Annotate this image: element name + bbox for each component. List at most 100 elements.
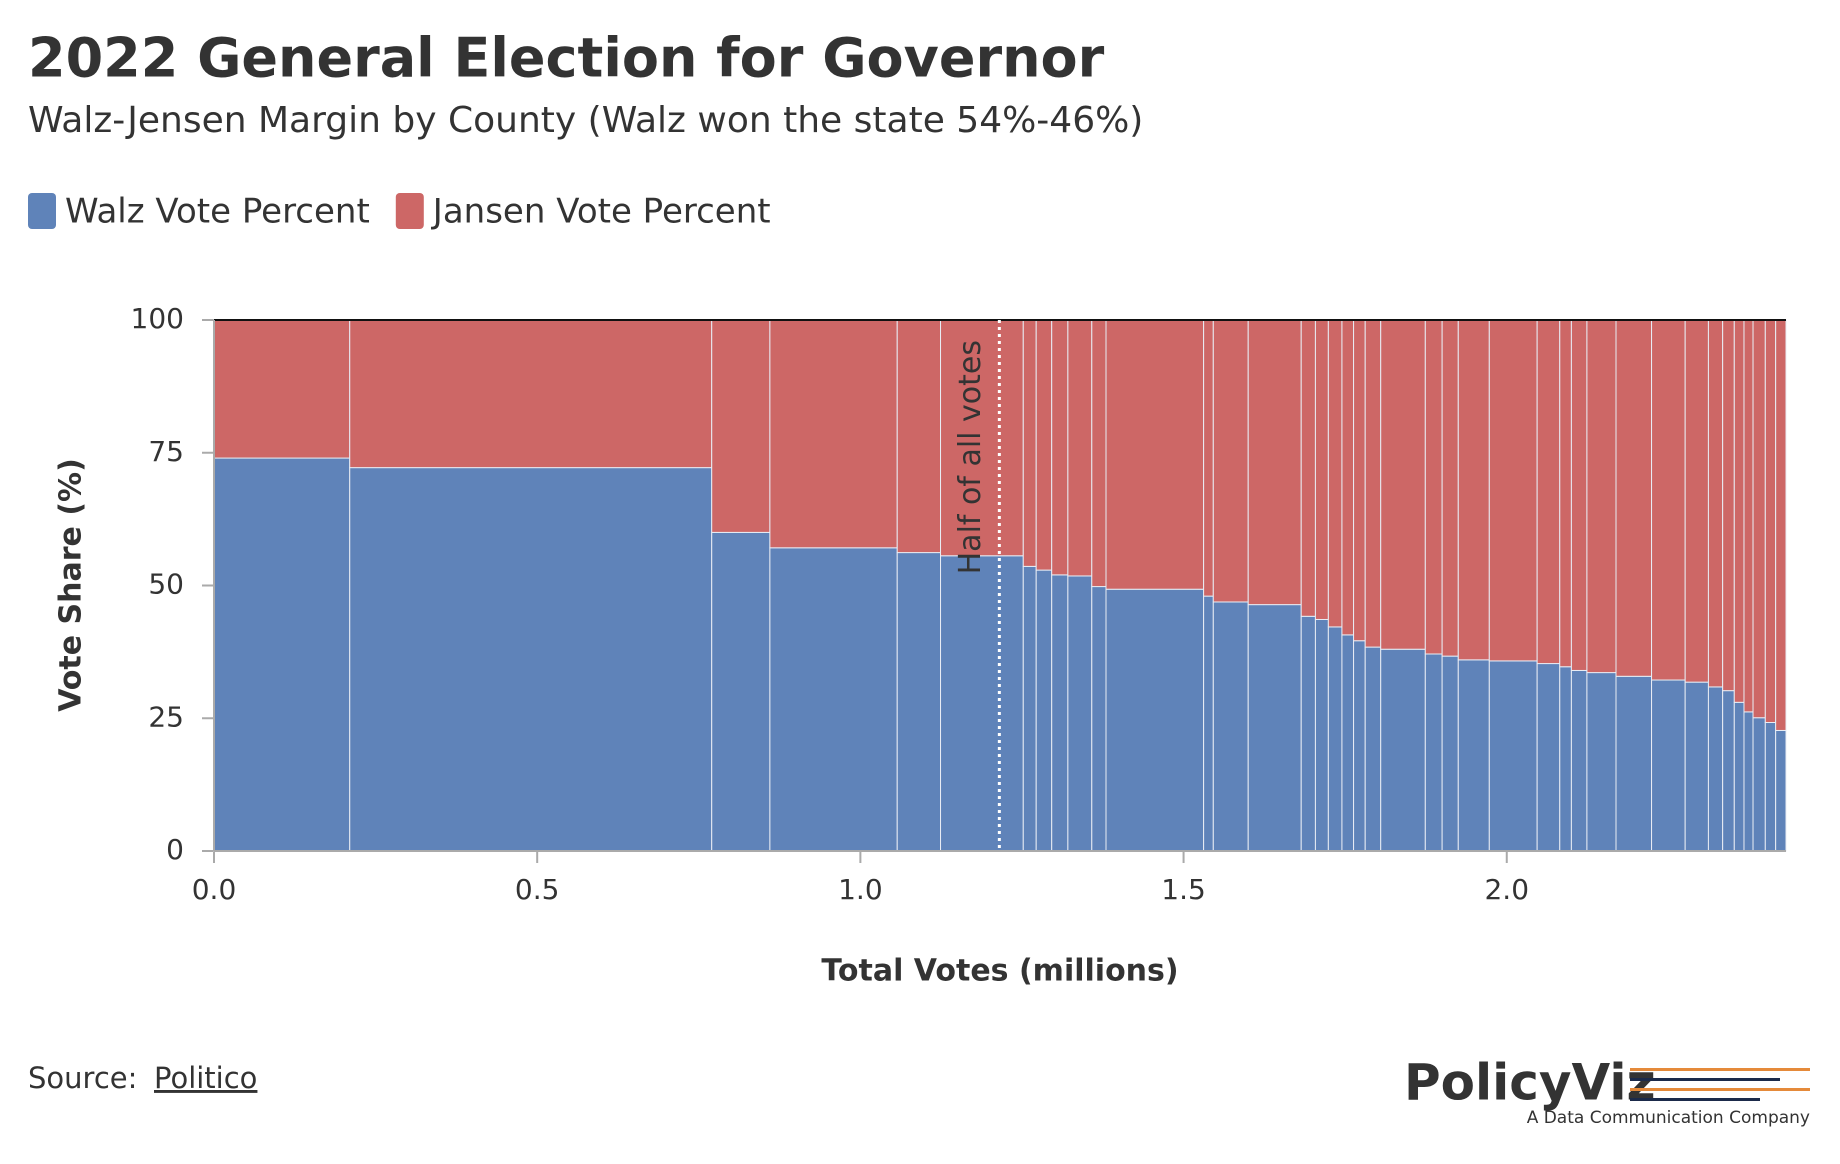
bar-segment	[213, 319, 351, 459]
x-axis-title: Total Votes (millions)	[821, 954, 1178, 989]
bar-segment	[940, 555, 1024, 852]
y-tick-label: 75	[148, 435, 184, 468]
bar-segment	[1457, 319, 1490, 661]
bar-segment	[1105, 319, 1205, 590]
bar-segment	[769, 547, 898, 852]
annotation: Half of all votes	[953, 340, 988, 574]
y-tick-label: 25	[148, 700, 184, 733]
bar-segment	[1247, 319, 1302, 606]
bar-segment	[1212, 319, 1249, 603]
bar-segment	[1733, 319, 1745, 703]
bar-segment	[213, 457, 351, 852]
bar-segment	[1327, 319, 1343, 628]
bar-segment	[1353, 319, 1366, 642]
bar-segment	[1105, 588, 1205, 852]
legend-label: Jansen Vote Percent	[431, 192, 771, 232]
bar-segment	[1764, 721, 1777, 852]
y-tick-label: 0	[166, 833, 184, 866]
bar-segment	[1091, 319, 1107, 588]
bar-segment	[1684, 681, 1709, 852]
bar-segment	[711, 319, 771, 533]
source-link[interactable]: Politico	[154, 1061, 257, 1095]
bar-segment	[1035, 569, 1053, 852]
bar-segment	[1752, 717, 1766, 852]
bar-segment	[1424, 319, 1443, 655]
y-axis-title: Vote Share (%)	[54, 458, 89, 712]
bar-segment	[1022, 565, 1037, 852]
bar-segment	[349, 467, 713, 852]
bar-segment	[1091, 586, 1107, 852]
logo: PolicyViz	[1404, 1054, 1656, 1112]
bar-segment	[1752, 319, 1766, 719]
bar-segment	[1457, 659, 1490, 852]
bar-segment	[1314, 319, 1329, 620]
x-tick-label: 1.5	[1161, 873, 1206, 906]
bar-segment	[1247, 604, 1302, 852]
bar-segment	[1536, 663, 1561, 852]
bar-segment	[1570, 669, 1588, 852]
bar-segment	[1035, 319, 1053, 571]
bar-segment	[1314, 618, 1329, 852]
chart-title: 2022 General Election for Governor	[28, 27, 1105, 90]
bar-segment	[1051, 319, 1069, 576]
bar-segment	[896, 319, 942, 554]
bar-segment	[1615, 675, 1653, 852]
source-label: Source:	[28, 1061, 137, 1095]
bar-segment	[1722, 319, 1735, 692]
bar-segment	[1536, 319, 1561, 665]
bar-segment	[1775, 729, 1787, 852]
bar-segment	[1341, 634, 1355, 852]
bar-segment	[1707, 686, 1724, 852]
bar-segment	[711, 531, 771, 852]
bar-segment	[1067, 319, 1093, 577]
bar-segment	[1051, 574, 1069, 852]
x-tick-label: 1.0	[838, 873, 883, 906]
bar-segment	[1586, 319, 1617, 674]
x-tick-label: 0.5	[515, 873, 560, 906]
x-tick-label: 0.0	[192, 873, 237, 906]
y-tick-label: 100	[131, 302, 184, 335]
bar-segment	[1203, 319, 1214, 597]
y-tick-label: 50	[148, 568, 184, 601]
bar-segment	[1380, 648, 1426, 852]
bar-segment	[1380, 319, 1426, 650]
bar-segment	[1733, 701, 1745, 852]
bar-segment	[1341, 319, 1355, 636]
bar-segment	[1212, 601, 1249, 852]
bar-segment	[1651, 679, 1686, 852]
legend-label: Walz Vote Percent	[65, 192, 370, 232]
logo-stripes	[1630, 1068, 1810, 1101]
bar-segment	[1743, 319, 1754, 713]
bar-segment	[896, 552, 942, 852]
bar-segment	[1441, 319, 1459, 657]
bar-segment	[1615, 319, 1653, 677]
bar-segment	[1743, 711, 1754, 852]
legend-swatch	[395, 193, 424, 229]
bar-segment	[1364, 646, 1382, 852]
chart-subtitle: Walz-Jensen Margin by County (Walz won t…	[28, 100, 1143, 141]
bar-segment	[1586, 672, 1617, 852]
bar-segment	[1203, 595, 1214, 852]
bar-segment	[1300, 615, 1316, 852]
bar-segment	[1022, 319, 1037, 567]
bar-segment	[1570, 319, 1588, 671]
bar-segment	[769, 319, 898, 549]
bar-segment	[1559, 666, 1572, 852]
bar-segment	[1441, 655, 1459, 852]
bar-segment	[1707, 319, 1724, 688]
bar-segment	[1764, 319, 1777, 723]
bar-segment	[1775, 319, 1787, 731]
bar-segment	[349, 319, 713, 469]
legend-swatch	[28, 193, 56, 229]
bar-segment	[1684, 319, 1709, 683]
bar-segment	[940, 319, 1024, 557]
bar-segment	[1651, 319, 1686, 681]
bar-segment	[1364, 319, 1382, 648]
bar-segment	[1424, 653, 1443, 852]
bar-segment	[1300, 319, 1316, 617]
logo-tagline: A Data Communication Company	[1527, 1108, 1810, 1128]
bar-segment	[1722, 690, 1735, 852]
bar-segment	[1353, 640, 1366, 852]
